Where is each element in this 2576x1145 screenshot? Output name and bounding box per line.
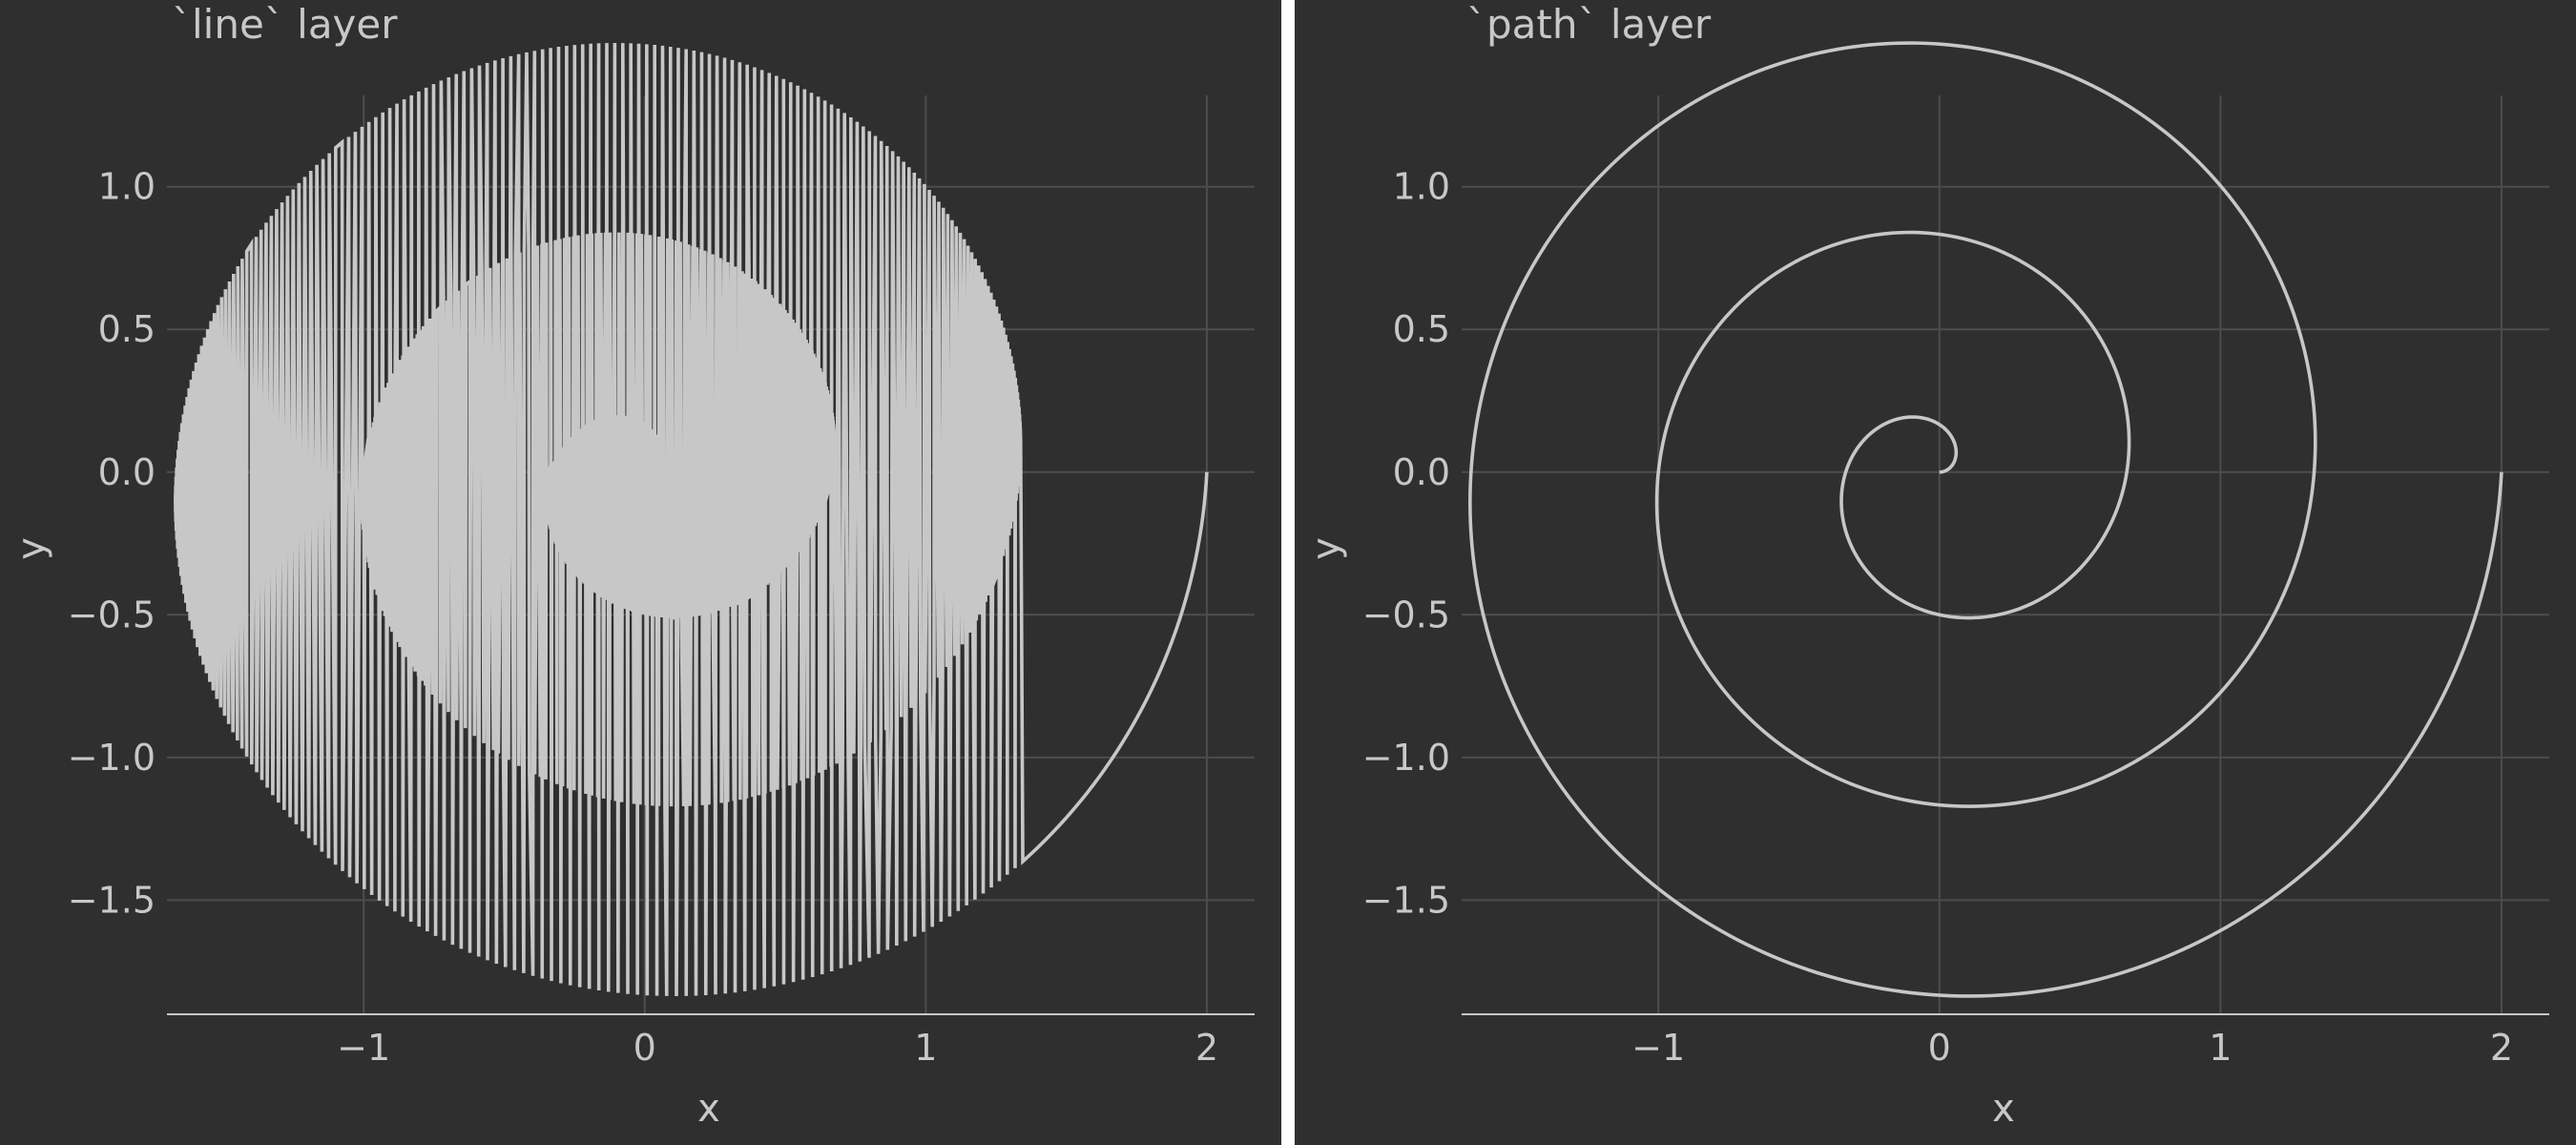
line-layer-chart: `line` layer x y −1 0 1 2 1.0 0.5 0.0 −0.5 −1.0 −…	[10, 1, 1255, 1131]
y-tick-label: −1.0	[68, 737, 156, 779]
y-tick-label: −0.5	[68, 593, 156, 635]
chart-title: `path` layer	[1466, 1, 1712, 48]
x-tick-label: 1	[2209, 1027, 2232, 1069]
x-tick-label: −1	[337, 1027, 390, 1069]
y-tick-label: −0.5	[1362, 593, 1450, 635]
y-tick-label: 0.0	[1393, 451, 1450, 493]
y-tick-label: 0.5	[1393, 308, 1450, 350]
path-layer-chart: `path` layer x y −1 0 1 2 1.0 0.5 0.0 −0.5 −1.0 −…	[1304, 1, 2549, 1131]
y-tick-label: −1.5	[1362, 879, 1450, 921]
x-tick-label: 0	[1928, 1027, 1951, 1069]
x-tick-label: 1	[914, 1027, 937, 1069]
x-tick-label: 0	[634, 1027, 656, 1069]
y-axis-label: y	[10, 537, 53, 560]
path-layer-panel: `path` layer x y −1 0 1 2 1.0 0.5 0.0 −0.5 −1.0 −…	[1295, 0, 2576, 1145]
y-tick-label: 1.0	[1393, 166, 1450, 208]
x-tick-label: −1	[1631, 1027, 1685, 1069]
y-tick-label: −1.0	[1362, 737, 1450, 779]
series-line	[1468, 41, 2503, 998]
y-tick-label: 1.0	[98, 166, 156, 208]
x-axis-label: x	[1992, 1087, 2015, 1131]
x-axis-label: x	[697, 1087, 720, 1131]
chart-title: `line` layer	[172, 1, 398, 48]
x-tick-label: 2	[2490, 1027, 2513, 1069]
y-tick-label: 0.5	[98, 308, 156, 350]
x-tick-label: 2	[1195, 1027, 1218, 1069]
y-axis-label: y	[1304, 537, 1348, 560]
series-line	[174, 43, 1209, 996]
y-tick-label: 0.0	[98, 451, 156, 493]
y-tick-label: −1.5	[68, 879, 156, 921]
line-layer-panel: `line` layer x y −1 0 1 2 1.0 0.5 0.0 −0.5 −1.0 −…	[0, 0, 1281, 1145]
